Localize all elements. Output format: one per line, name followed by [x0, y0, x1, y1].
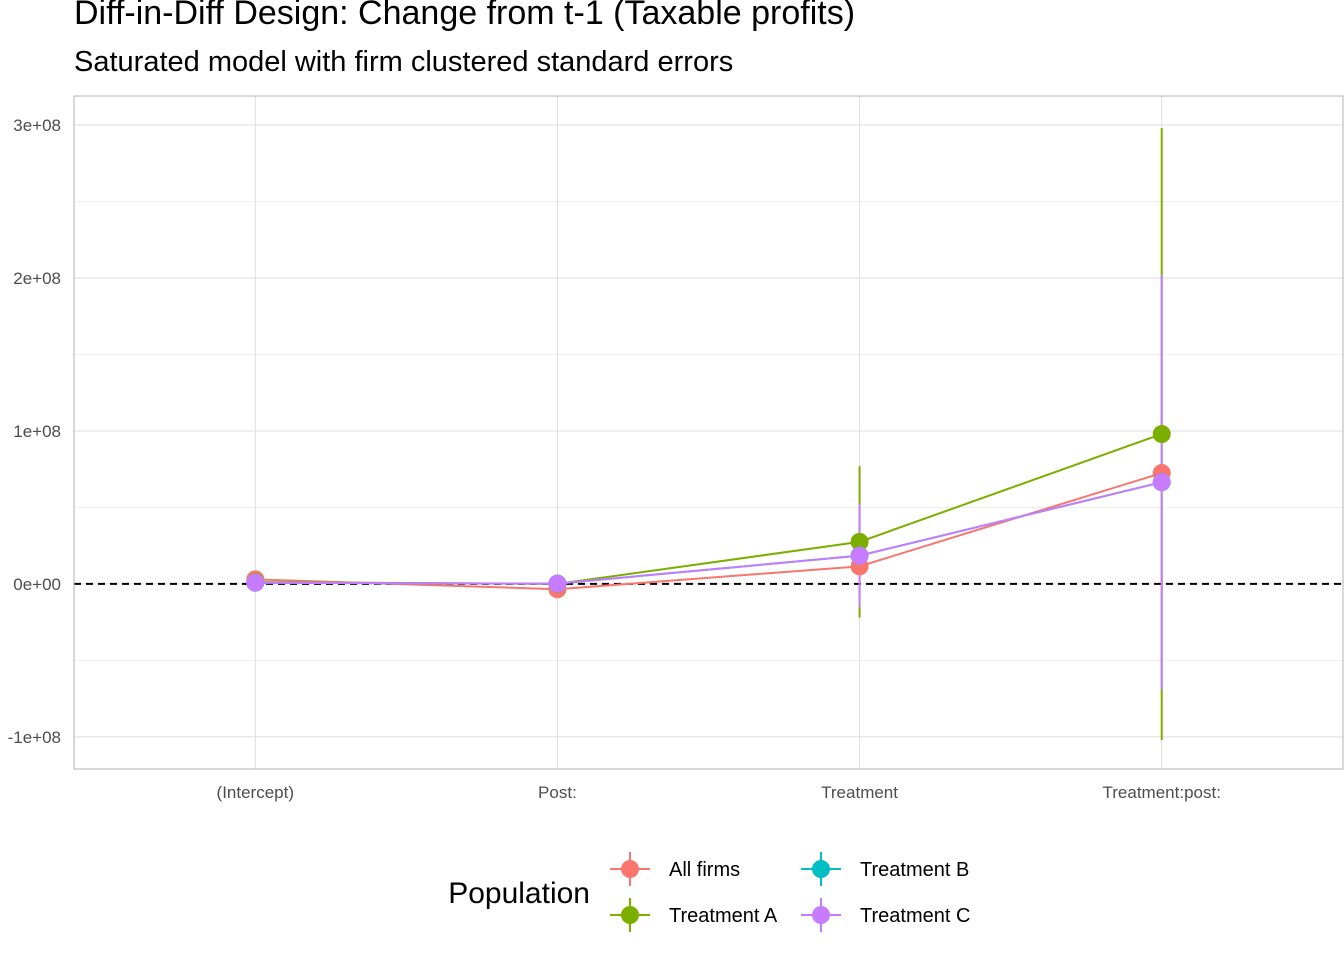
legend-key-point — [812, 860, 830, 878]
legend-title: Population — [448, 877, 590, 910]
legend: Population All firms Treatment A Treatment… — [448, 852, 970, 932]
data-point — [1152, 473, 1171, 492]
series-all-firms — [255, 472, 1163, 591]
x-tick-label: (Intercept) — [217, 783, 294, 802]
data-point — [548, 574, 567, 593]
x-tick-label: Post: — [538, 783, 577, 802]
chart-subtitle: Saturated model with firm clustered stan… — [74, 46, 734, 78]
legend-label: Treatment B — [860, 859, 969, 881]
series-line — [255, 481, 1162, 585]
y-tick-label: 2e+08 — [13, 269, 61, 288]
legend-item: Treatment A — [610, 898, 778, 932]
data-point — [1152, 425, 1171, 444]
legend-label: Treatment A — [669, 905, 778, 927]
panel-border — [73, 95, 1344, 770]
legend-label: All firms — [669, 859, 740, 881]
y-tick-label: 3e+08 — [13, 116, 61, 135]
data-point — [850, 532, 869, 551]
x-tick-label: Treatment — [821, 783, 898, 802]
legend-key-point — [812, 906, 830, 924]
points-treatment-b — [246, 473, 1171, 593]
series-layer — [246, 128, 1171, 740]
series-treatment-a — [255, 128, 1163, 740]
y-tick-label: 0e+00 — [13, 575, 61, 594]
points-treatment-a — [246, 425, 1171, 593]
x-tick-label: Treatment:post: — [1103, 783, 1221, 802]
y-axis: -1e+08 0e+00 1e+08 2e+08 3e+08 — [8, 116, 61, 747]
y-tick-label: 1e+08 — [13, 422, 61, 441]
data-point — [246, 573, 265, 592]
legend-key-point — [621, 906, 639, 924]
y-tick-label: -1e+08 — [8, 728, 61, 747]
data-point — [850, 546, 869, 565]
legend-label: Treatment C — [860, 905, 970, 927]
legend-key-point — [621, 860, 639, 878]
series-treatment-b — [255, 481, 1162, 585]
legend-item: Treatment C — [801, 898, 970, 932]
points-treatment-c — [246, 473, 1171, 593]
series-line — [255, 433, 1163, 585]
grid-lines — [74, 96, 1343, 769]
chart-title: Diff-in-Diff Design: Change from t-1 (Ta… — [74, 0, 856, 32]
series-line — [255, 472, 1163, 591]
x-axis: (Intercept) Post: Treatment Treatment:post: — [217, 783, 1221, 802]
legend-item: All firms — [610, 852, 740, 886]
series-line — [255, 481, 1162, 585]
legend-item: Treatment B — [801, 852, 969, 886]
